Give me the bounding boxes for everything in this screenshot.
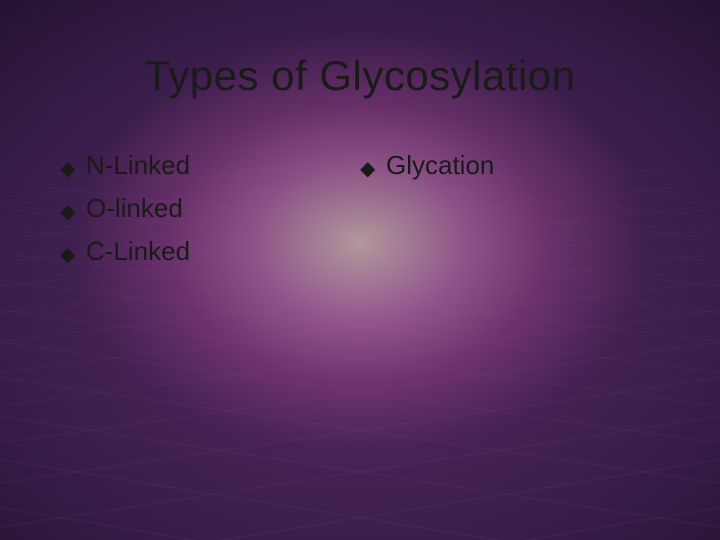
bullet-text: C-Linked xyxy=(86,236,360,267)
bullet-text: N-Linked xyxy=(86,150,360,181)
right-column: ◆ Glycation xyxy=(360,150,660,279)
slide: Types of Glycosylation ◆ N-Linked ◆ O-li… xyxy=(0,0,720,540)
list-item: ◆ O-linked xyxy=(60,193,360,224)
slide-title: Types of Glycosylation xyxy=(0,52,720,100)
slide-content: ◆ N-Linked ◆ O-linked ◆ C-Linked ◆ Glyca… xyxy=(60,150,660,279)
bullet-icon: ◆ xyxy=(60,245,86,265)
bullet-text: Glycation xyxy=(386,150,660,181)
bullet-icon: ◆ xyxy=(60,159,86,179)
list-item: ◆ N-Linked xyxy=(60,150,360,181)
list-item: ◆ Glycation xyxy=(360,150,660,181)
bullet-icon: ◆ xyxy=(60,202,86,222)
left-column: ◆ N-Linked ◆ O-linked ◆ C-Linked xyxy=(60,150,360,279)
list-item: ◆ C-Linked xyxy=(60,236,360,267)
bullet-text: O-linked xyxy=(86,193,360,224)
bullet-icon: ◆ xyxy=(360,159,386,179)
